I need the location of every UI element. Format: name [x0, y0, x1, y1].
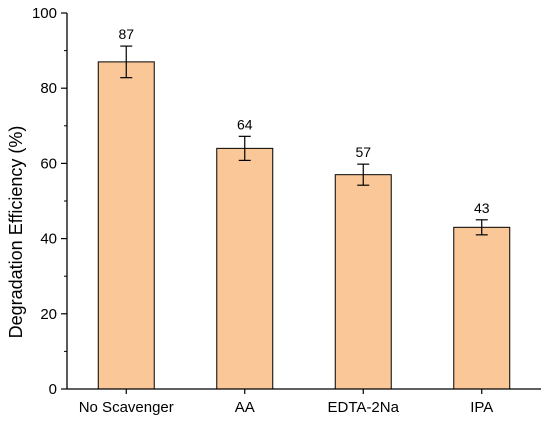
- error-bar-1: [120, 45, 133, 79]
- data-label-4: 43: [474, 200, 490, 216]
- x-tick-label: No Scavenger: [79, 399, 174, 416]
- x-tick-label: IPA: [470, 399, 493, 416]
- x-tick-label: EDTA-2Na: [328, 399, 400, 416]
- x-tick-label: AA: [235, 399, 255, 416]
- bars-layer: [97, 61, 511, 390]
- x-ticks-layer: No Scavenger AA EDTA-2Na IPA: [79, 389, 493, 416]
- bar-4: [453, 226, 511, 390]
- error-bar-2: [238, 135, 251, 161]
- data-label-1: 87: [118, 26, 134, 42]
- error-bars-layer: [120, 45, 488, 236]
- data-label-3: 57: [355, 144, 371, 160]
- bar-2: [216, 147, 274, 390]
- bar-1: [97, 61, 155, 390]
- error-bar-4: [475, 219, 488, 236]
- y-tick-label: 100: [32, 5, 57, 22]
- y-tick-label: 60: [40, 155, 57, 172]
- y-ticks-layer: 0 20 40 60 80 100: [32, 5, 67, 398]
- error-bar-3: [357, 163, 370, 186]
- data-labels-layer: 87 64 57 43: [118, 26, 489, 216]
- data-label-2: 64: [237, 116, 253, 132]
- bar-3: [334, 174, 392, 390]
- y-axis-label: Degradation Efficiency (%): [6, 126, 26, 339]
- y-tick-label: 80: [40, 80, 57, 97]
- y-tick-label: 40: [40, 231, 57, 248]
- y-tick-label: 0: [49, 381, 57, 398]
- y-tick-label: 20: [40, 306, 57, 323]
